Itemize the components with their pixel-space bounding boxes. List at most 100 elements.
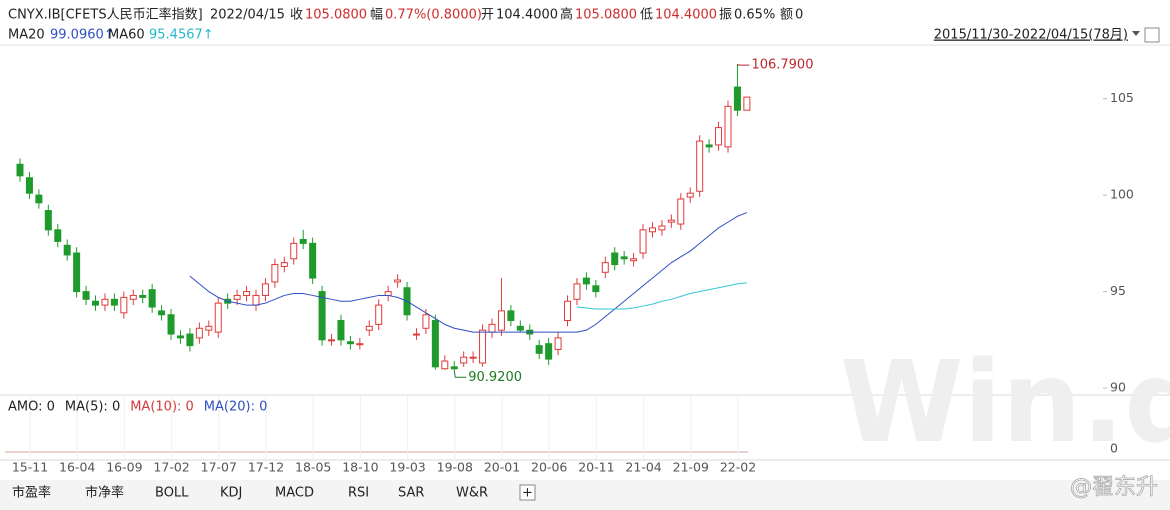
label: 幅 bbox=[370, 8, 383, 23]
value: 105.0800 bbox=[575, 8, 637, 23]
legend-value: 95.4567↑ bbox=[149, 28, 214, 43]
value: 0 bbox=[795, 8, 803, 23]
candle-body bbox=[280, 262, 288, 268]
value: 105.0800 bbox=[305, 8, 367, 23]
candle-body bbox=[696, 140, 704, 192]
tab[interactable]: KDJ bbox=[220, 486, 242, 501]
candle-body bbox=[101, 298, 109, 306]
x-tick-label: 17-12 bbox=[248, 460, 284, 475]
candle-body bbox=[261, 283, 269, 296]
candle-body bbox=[82, 291, 90, 300]
tab[interactable]: BOLL bbox=[155, 486, 189, 501]
candle-body bbox=[148, 289, 156, 308]
x-tick-label: 21-04 bbox=[625, 460, 661, 475]
candle-body bbox=[648, 227, 656, 233]
candle-body bbox=[25, 177, 33, 194]
candle-body bbox=[469, 356, 477, 359]
candle-body bbox=[63, 244, 71, 256]
tab[interactable]: W&R bbox=[456, 486, 488, 501]
x-tick-label: 20-11 bbox=[578, 460, 614, 475]
range-selector[interactable]: 2015/11/30-2022/04/15(78月) bbox=[934, 28, 1128, 43]
x-tick-label: 18-10 bbox=[342, 460, 378, 475]
candle-body bbox=[686, 192, 694, 198]
candle-body bbox=[328, 339, 336, 342]
candle-body bbox=[337, 320, 345, 341]
candle-body bbox=[573, 283, 581, 300]
x-tick-label: 16-09 bbox=[106, 460, 142, 475]
y-tick-label: 0 bbox=[1110, 441, 1118, 456]
candle-body bbox=[35, 194, 43, 204]
candle-body bbox=[507, 310, 515, 322]
candle-body bbox=[233, 294, 241, 300]
candle-body bbox=[299, 238, 307, 244]
candle-body bbox=[545, 343, 553, 360]
x-tick-label: 20-06 bbox=[531, 460, 567, 475]
candle-body bbox=[16, 163, 24, 177]
date: 2022/04/15 bbox=[210, 8, 285, 23]
tab[interactable]: 市盈率 bbox=[12, 485, 51, 501]
indicator-label: MA(10): 0 bbox=[130, 400, 194, 415]
label: 开 bbox=[481, 8, 494, 23]
candle-body bbox=[73, 252, 81, 293]
ma-line bbox=[189, 212, 748, 333]
candle-body bbox=[422, 314, 430, 329]
candle-body bbox=[601, 262, 609, 273]
symbol: CNYX.IB[CFETS人民币汇率指数] bbox=[8, 7, 203, 23]
candle-body bbox=[309, 242, 317, 279]
candle-body bbox=[554, 337, 562, 350]
candle-body bbox=[365, 325, 373, 331]
label: 高 bbox=[560, 7, 573, 23]
candle-body bbox=[129, 294, 137, 300]
value: 0.65% bbox=[734, 8, 775, 23]
tab[interactable]: 市净率 bbox=[85, 485, 124, 501]
value: 104.4000 bbox=[655, 8, 717, 23]
candle-body bbox=[715, 127, 723, 146]
candle-body bbox=[271, 264, 279, 283]
candle-body bbox=[375, 304, 383, 325]
candle-body bbox=[516, 325, 524, 331]
label: 低 bbox=[640, 8, 653, 23]
x-tick-label: 20-01 bbox=[484, 460, 520, 475]
annotation: 106.7900 bbox=[751, 58, 813, 73]
x-tick-label: 22-02 bbox=[720, 460, 756, 475]
x-tick-label: 19-03 bbox=[389, 460, 425, 475]
fullscreen-icon[interactable] bbox=[1144, 27, 1160, 43]
candle-body bbox=[724, 105, 732, 148]
tab[interactable]: SAR bbox=[398, 486, 424, 501]
candle-body bbox=[450, 366, 458, 370]
indicator-label: MA(5): 0 bbox=[65, 400, 120, 415]
candle-body bbox=[290, 242, 298, 260]
candle-body bbox=[667, 219, 675, 223]
tab[interactable]: MACD bbox=[275, 486, 314, 501]
candle-body bbox=[630, 258, 638, 262]
candle-body bbox=[176, 335, 184, 339]
tab-box[interactable] bbox=[519, 484, 536, 501]
candle-body bbox=[620, 256, 628, 260]
x-tick-label: 21-09 bbox=[673, 460, 709, 475]
candle-body bbox=[412, 333, 420, 336]
candle-body bbox=[44, 210, 52, 231]
annotation-line bbox=[737, 63, 750, 66]
candle-body bbox=[139, 294, 147, 298]
candle-body bbox=[658, 225, 666, 231]
value: 104.4000 bbox=[496, 8, 558, 23]
candle-body bbox=[564, 300, 572, 322]
candle-body bbox=[205, 325, 213, 331]
candle-body bbox=[346, 341, 354, 345]
candle-body bbox=[92, 300, 100, 306]
candle-body bbox=[252, 294, 260, 306]
candle-body bbox=[195, 327, 203, 339]
candle-body bbox=[431, 320, 439, 368]
candle-body bbox=[110, 298, 118, 306]
candle-body bbox=[441, 360, 449, 370]
candle-body bbox=[705, 144, 713, 148]
tab[interactable]: + bbox=[522, 486, 533, 501]
dropdown-icon[interactable] bbox=[1132, 31, 1140, 36]
candle-body bbox=[743, 96, 751, 111]
x-tick-label: 18-05 bbox=[295, 460, 331, 475]
x-tick-label: 16-04 bbox=[59, 460, 95, 475]
watermark: Win.d bbox=[840, 338, 1170, 468]
candle-body bbox=[356, 343, 364, 346]
tab[interactable]: RSI bbox=[348, 486, 369, 501]
indicator-label: AMO: 0 bbox=[8, 400, 55, 415]
